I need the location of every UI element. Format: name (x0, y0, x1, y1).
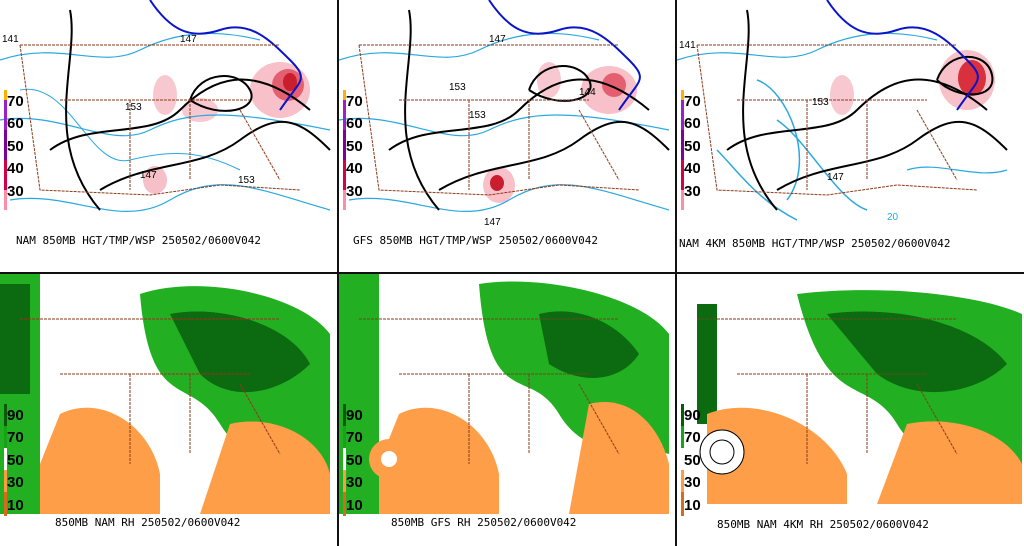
svg-text:147: 147 (489, 34, 506, 45)
legend-tick: 60 (346, 115, 363, 132)
panel-caption: 850MB GFS RH 250502/0600V042 (391, 516, 577, 529)
panel-nam4km-850-rh: 90 70 50 30 10 850MB NAM 4KM RH 250502/0… (677, 274, 1024, 546)
panel-gfs-850-hgt: 147 153 153 144 147 70 60 50 40 30 GFS 8… (339, 0, 675, 272)
legend-tick: 30 (346, 183, 363, 200)
legend-tick: 50 (7, 452, 24, 469)
svg-text:144: 144 (579, 87, 596, 98)
legend-tick: 70 (346, 93, 363, 110)
legend-tick: 70 (346, 429, 363, 446)
svg-text:141: 141 (2, 34, 19, 45)
legend-tick: 50 (346, 452, 363, 469)
svg-text:141: 141 (679, 40, 696, 51)
legend-tick: 30 (346, 474, 363, 491)
svg-text:147: 147 (180, 34, 197, 45)
map-nam4km-850-hgt: 141 153 147 20 (677, 0, 1008, 223)
legend-wind-speed: 70 60 50 40 30 (343, 90, 377, 210)
svg-text:153: 153 (449, 82, 466, 93)
legend-tick: 40 (684, 160, 701, 177)
legend-tick: 30 (684, 183, 701, 200)
svg-text:153: 153 (469, 110, 486, 121)
legend-tick: 70 (684, 429, 701, 446)
svg-text:153: 153 (238, 175, 255, 186)
legend-tick: 40 (346, 160, 363, 177)
legend-tick: 40 (7, 160, 24, 177)
svg-text:20: 20 (887, 212, 899, 223)
panel-divider (0, 272, 1024, 274)
legend-rh: 90 70 50 30 10 (343, 404, 377, 516)
svg-text:147: 147 (140, 170, 157, 181)
map-nam-850-rh (0, 274, 330, 514)
legend-tick: 30 (7, 474, 24, 491)
map-gfs-850-rh (339, 274, 669, 514)
panel-nam-850-rh: 90 70 50 30 10 850MB NAM RH 250502/0600V… (0, 274, 337, 546)
map-nam-850-hgt: 147 153 147 153 141 (0, 0, 331, 212)
legend-tick: 60 (7, 115, 24, 132)
legend-tick: 70 (7, 429, 24, 446)
panel-nam4km-850-hgt: 141 153 147 20 70 60 50 40 30 NAM 4KM 85… (677, 0, 1024, 272)
legend-tick: 90 (7, 407, 24, 424)
legend-tick: 50 (684, 138, 701, 155)
legend-tick: 70 (7, 93, 24, 110)
panel-caption: 850MB NAM RH 250502/0600V042 (55, 516, 241, 529)
map-nam4km-850-rh (697, 290, 1022, 504)
panel-caption: NAM 4KM 850MB HGT/TMP/WSP 250502/0600V04… (679, 237, 951, 250)
panel-caption: 850MB NAM 4KM RH 250502/0600V042 (717, 518, 929, 531)
legend-tick: 30 (7, 183, 24, 200)
legend-tick: 10 (7, 497, 24, 514)
legend-tick: 90 (684, 407, 701, 424)
legend-rh: 90 70 50 30 10 (681, 404, 715, 516)
legend-tick: 50 (346, 138, 363, 155)
legend-tick: 10 (346, 497, 363, 514)
panel-gfs-850-rh: 90 70 50 30 10 850MB GFS RH 250502/0600V… (339, 274, 675, 546)
legend-tick: 60 (684, 115, 701, 132)
legend-wind-speed: 70 60 50 40 30 (4, 90, 38, 210)
legend-tick: 50 (684, 452, 701, 469)
svg-text:147: 147 (827, 172, 844, 183)
legend-tick: 90 (346, 407, 363, 424)
panel-caption: GFS 850MB HGT/TMP/WSP 250502/0600V042 (353, 234, 599, 247)
legend-tick: 70 (684, 93, 701, 110)
svg-text:153: 153 (125, 102, 142, 113)
legend-tick: 50 (7, 138, 24, 155)
panel-caption: NAM 850MB HGT/TMP/WSP 250502/0600V042 (16, 234, 262, 247)
legend-tick: 10 (684, 497, 701, 514)
svg-text:147: 147 (484, 217, 501, 228)
legend-wind-speed: 70 60 50 40 30 (681, 90, 715, 210)
map-gfs-850-hgt: 147 153 153 144 147 (339, 0, 670, 228)
legend-rh: 90 70 50 30 10 (4, 404, 38, 516)
panel-nam-850-hgt: 147 153 147 153 141 70 60 50 40 30 NAM 8… (0, 0, 337, 272)
svg-text:153: 153 (812, 97, 829, 108)
legend-tick: 30 (684, 474, 701, 491)
